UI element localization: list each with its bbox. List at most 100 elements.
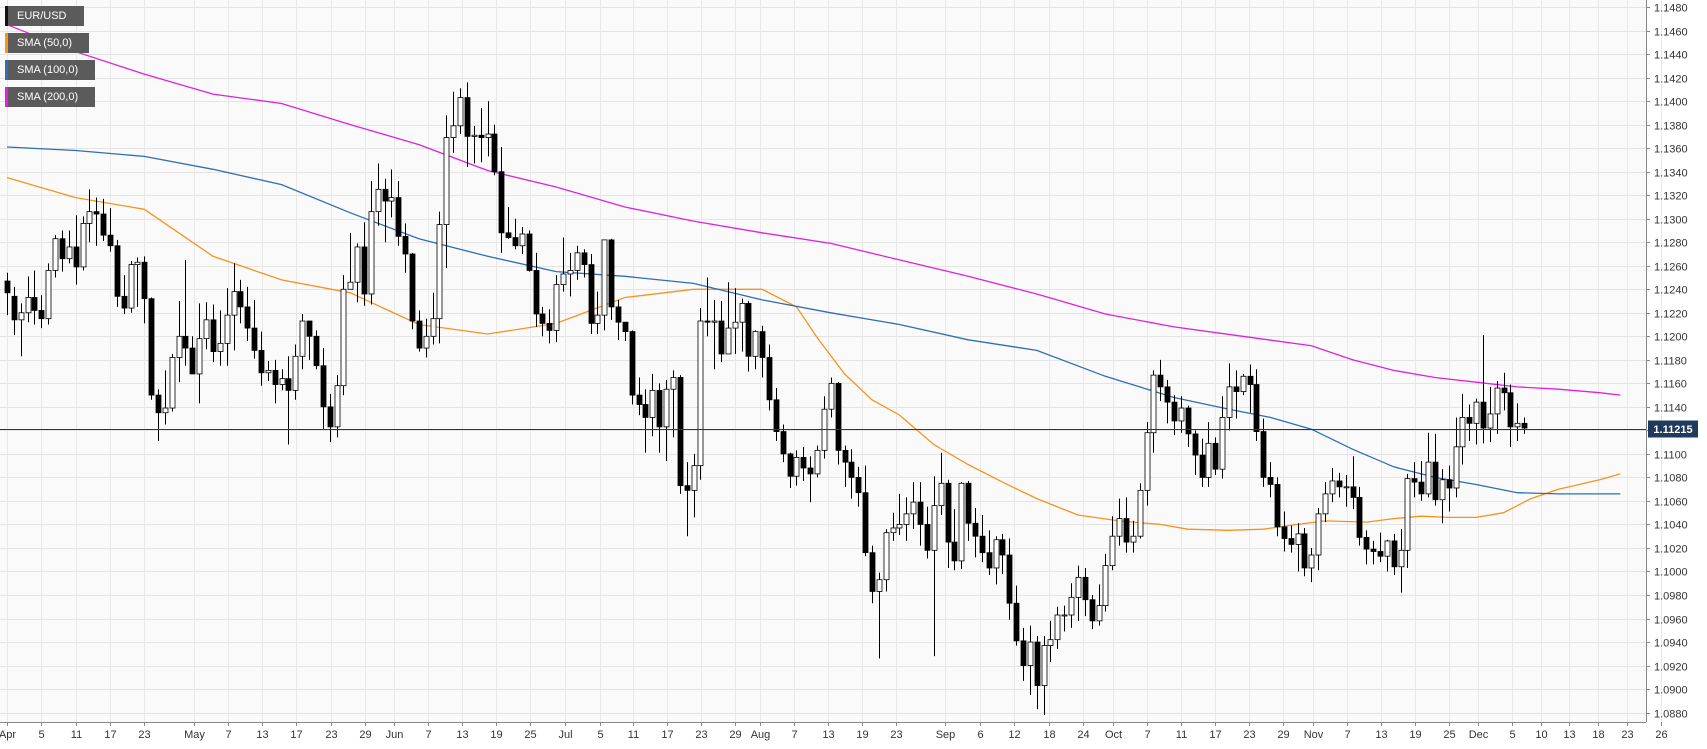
candle-body [691,465,698,491]
x-tick-label: 26 [1655,729,1667,741]
candle-body [73,246,80,268]
candle-body [107,234,114,247]
legend-item-eurusd[interactable]: EUR/USD [5,6,84,26]
legend-item-sma200[interactable]: SMA (200,0) [5,87,95,107]
candle-body [1219,417,1226,470]
candle-body [457,97,464,127]
candle-body [334,385,341,428]
x-tick-label: Nov [1304,729,1324,741]
candle-body [313,335,320,367]
y-tick-label: 1.1140 [1654,403,1687,415]
x-tick-label: 13 [256,729,268,741]
candle-body [945,482,952,543]
y-tick-label: 1.1160 [1654,379,1687,391]
candle-body [66,246,73,260]
y-tick-label: 1.1320 [1654,191,1688,203]
x-tick-label: 7 [425,729,431,741]
candle-body [162,407,169,414]
y-tick-label: 1.1220 [1654,309,1688,321]
candle-body [828,382,835,410]
x-tick-label: Jul [558,729,572,741]
candle-body [210,319,217,352]
candle-body [59,238,66,260]
candle-body [711,320,718,323]
sma-line [6,176,1621,531]
candle-body [1494,387,1501,415]
candle-body [999,539,1006,556]
x-tick-label: 13 [1563,729,1575,741]
x-tick-label: 19 [1409,729,1421,741]
price-tag-box [1648,420,1698,438]
y-tick-label: 1.1480 [1654,3,1688,15]
candle-body [567,270,574,275]
candle-body [1404,478,1411,551]
candle-body [890,527,897,534]
legend-item-sma50[interactable]: SMA (50,0) [5,33,89,53]
candle-body [1116,518,1123,537]
candle-body [1432,461,1439,501]
x-tick-label: 11 [1176,729,1187,741]
candle-body [917,501,924,525]
x-tick-label: 11 [628,729,639,741]
candle-body [1418,481,1425,495]
y-tick-label: 1.1280 [1654,238,1688,250]
candle-body [1480,401,1487,429]
candle-body [1308,554,1315,569]
candle-body [1226,386,1233,418]
candle-body [793,457,800,477]
y-tick-label: 1.1420 [1654,74,1688,86]
price-tag: 1.11215 [1648,420,1698,438]
x-tick-label: 23 [325,729,337,741]
candle-body [636,394,643,405]
x-tick-label: 29 [729,729,741,741]
legend-label-sma200: SMA (200,0) [17,91,79,103]
candle-body [855,477,862,494]
y-tick-label: 1.0940 [1654,638,1688,650]
x-tick-label: Dec [1469,729,1489,741]
candle-body [443,137,450,225]
x-tick-label: 11 [71,729,82,741]
x-tick-label: 19 [856,729,868,741]
x-tick-label: 17 [1209,729,1221,741]
y-tick-label: 1.1440 [1654,50,1688,62]
candle-body [1034,641,1041,686]
candle-body [1329,480,1336,495]
candle-body [128,264,135,309]
candle-body [182,335,189,349]
candle-body [279,378,286,385]
y-tick-label: 1.0900 [1654,685,1688,697]
candle-body [938,482,945,507]
candle-body [114,245,121,297]
candle-body [231,291,238,316]
x-tick-label: 19 [490,729,502,741]
x-tick-label: May [184,729,205,741]
candle-body [382,188,389,202]
candle-body [327,406,334,428]
sma-line [6,24,1621,396]
candle-body [1157,374,1164,388]
candle-body [704,320,711,323]
y-tick-label: 1.1360 [1654,144,1688,156]
y-tick-label: 1.1080 [1654,473,1688,485]
candle-body [1171,401,1178,422]
legend-item-sma100[interactable]: SMA (100,0) [5,60,95,80]
candle-body [121,295,128,309]
candle-body [1514,422,1521,428]
candle-body [512,237,519,247]
candle-body [539,313,546,324]
candle-body [265,370,272,374]
x-tick-label: 24 [1077,729,1089,741]
candle-body [251,327,258,351]
candle-body [1391,540,1398,568]
legend-swatch-sma200 [5,87,8,107]
candle-body [1315,513,1322,556]
candle-body [951,541,958,562]
candle-body [910,501,917,515]
x-tick-label: Aug [751,729,771,741]
candle-body [258,350,265,374]
x-tick-label: 5 [38,729,44,741]
axes: 1.0880 1.0900 1.0920 1.0940 1.0960 1.0980 1.10… [0,0,1688,741]
x-tick-label: 5 [1509,729,1515,741]
